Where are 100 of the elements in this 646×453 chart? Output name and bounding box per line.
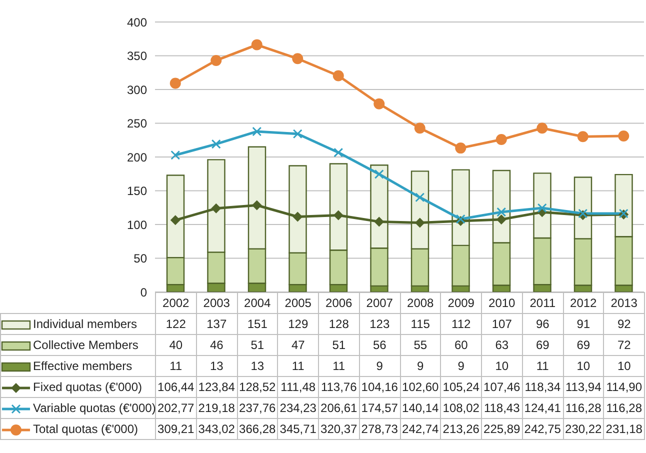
legend-label: Individual members xyxy=(33,317,138,331)
point xyxy=(251,39,262,50)
y-tick-label: 100 xyxy=(126,218,148,232)
legend-label: Fixed quotas (€'000) xyxy=(33,380,142,394)
data-label: 107 xyxy=(482,314,522,334)
data-label: 9 xyxy=(359,356,400,376)
point xyxy=(211,203,222,214)
data-label: 123 xyxy=(359,314,400,334)
data-label: 206,61 xyxy=(318,398,360,418)
data-label: 128 xyxy=(318,314,360,334)
data-label: 219,18 xyxy=(196,398,237,418)
data-label: 115 xyxy=(400,314,441,334)
data-label: 234,23 xyxy=(278,398,318,418)
data-label: 107,46 xyxy=(482,376,522,398)
point xyxy=(618,130,630,142)
data-label: 278,73 xyxy=(359,418,400,440)
data-label: 47 xyxy=(278,334,318,356)
y-tick-label: 350 xyxy=(126,49,148,64)
y-tick-label: 300 xyxy=(126,82,148,97)
legend-label: Total quotas (€'000) xyxy=(33,422,138,436)
data-label: 46 xyxy=(196,334,237,356)
data-label: 242,75 xyxy=(522,418,563,440)
data-label: 10 xyxy=(563,356,604,376)
data-label: 11 xyxy=(522,356,563,376)
data-label: 11 xyxy=(156,356,196,376)
x-tick-label: 2003 xyxy=(196,292,237,314)
data-label: 96 xyxy=(522,314,563,334)
data-label: 366,28 xyxy=(237,418,278,440)
x-tick-label: 2012 xyxy=(563,292,604,314)
data-label: 113,94 xyxy=(563,376,604,398)
data-label: 63 xyxy=(482,334,522,356)
point xyxy=(414,218,425,228)
data-label: 118,43 xyxy=(482,398,522,418)
data-label: 242,74 xyxy=(400,418,441,440)
data-label: 40 xyxy=(156,334,196,356)
y-tick-label: 50 xyxy=(134,252,148,266)
data-label: 202,77 xyxy=(156,398,196,418)
data-label: 122 xyxy=(156,314,196,334)
data-label: 213,26 xyxy=(440,418,482,440)
point xyxy=(374,98,385,110)
data-label: 123,84 xyxy=(196,376,237,398)
point xyxy=(455,142,466,154)
data-label: 309,21 xyxy=(156,418,196,440)
y-tick-label: 200 xyxy=(126,150,148,164)
data-label: 128,52 xyxy=(237,376,278,398)
point xyxy=(496,207,506,217)
point xyxy=(211,139,221,149)
point xyxy=(496,214,506,224)
data-label: 111,48 xyxy=(278,376,318,398)
data-label: 345,71 xyxy=(278,418,318,440)
data-label: 237,76 xyxy=(237,398,278,418)
point xyxy=(334,148,344,158)
data-label: 9 xyxy=(400,356,441,376)
y-tick-label: 400 xyxy=(126,15,148,30)
point xyxy=(577,131,588,142)
data-label: 102,60 xyxy=(400,376,441,398)
data-label: 114,90 xyxy=(604,376,644,398)
data-label: 69 xyxy=(563,334,604,356)
legend-label: Variable quotas (€'000) xyxy=(33,401,156,415)
point xyxy=(374,169,384,179)
data-label: 174,57 xyxy=(359,398,400,418)
data-label: 106,44 xyxy=(156,376,196,398)
point xyxy=(414,122,426,134)
point xyxy=(496,134,507,146)
data-label: 137 xyxy=(196,314,237,334)
x-tick-label: 2006 xyxy=(318,292,360,314)
data-label: 124,41 xyxy=(522,398,563,418)
point xyxy=(536,122,548,134)
data-label: 13 xyxy=(237,356,278,376)
data-label: 225,89 xyxy=(482,418,522,440)
data-label: 55 xyxy=(400,334,441,356)
point xyxy=(292,53,304,64)
x-tick-label: 2008 xyxy=(400,292,441,314)
x-tick-label: 2011 xyxy=(522,292,563,314)
x-tick-label: 2010 xyxy=(482,292,522,314)
data-label: 56 xyxy=(359,334,400,356)
x-tick-label: 2004 xyxy=(237,292,278,314)
data-label: 108,02 xyxy=(440,398,482,418)
point xyxy=(292,212,303,222)
point xyxy=(170,215,180,226)
data-label: 72 xyxy=(604,334,644,356)
y-tick-label: 250 xyxy=(126,116,148,131)
data-label: 91 xyxy=(563,314,604,334)
data-label: 113,76 xyxy=(318,376,360,398)
data-label: 13 xyxy=(196,356,237,376)
data-label: 11 xyxy=(318,356,360,376)
point xyxy=(292,129,302,139)
data-label: 343,02 xyxy=(196,418,237,440)
data-label: 69 xyxy=(522,334,563,356)
y-tick-label: 150 xyxy=(126,184,148,198)
point xyxy=(252,126,262,136)
y-tick-label: 0 xyxy=(140,285,148,300)
data-label: 11 xyxy=(278,356,318,376)
data-label: 118,34 xyxy=(522,376,563,398)
data-label: 9 xyxy=(440,356,482,376)
data-label: 10 xyxy=(604,356,644,376)
data-label: 320,37 xyxy=(318,418,360,440)
point xyxy=(374,216,384,227)
x-tick-label: 2005 xyxy=(278,292,318,314)
data-label: 231,18 xyxy=(604,418,644,440)
